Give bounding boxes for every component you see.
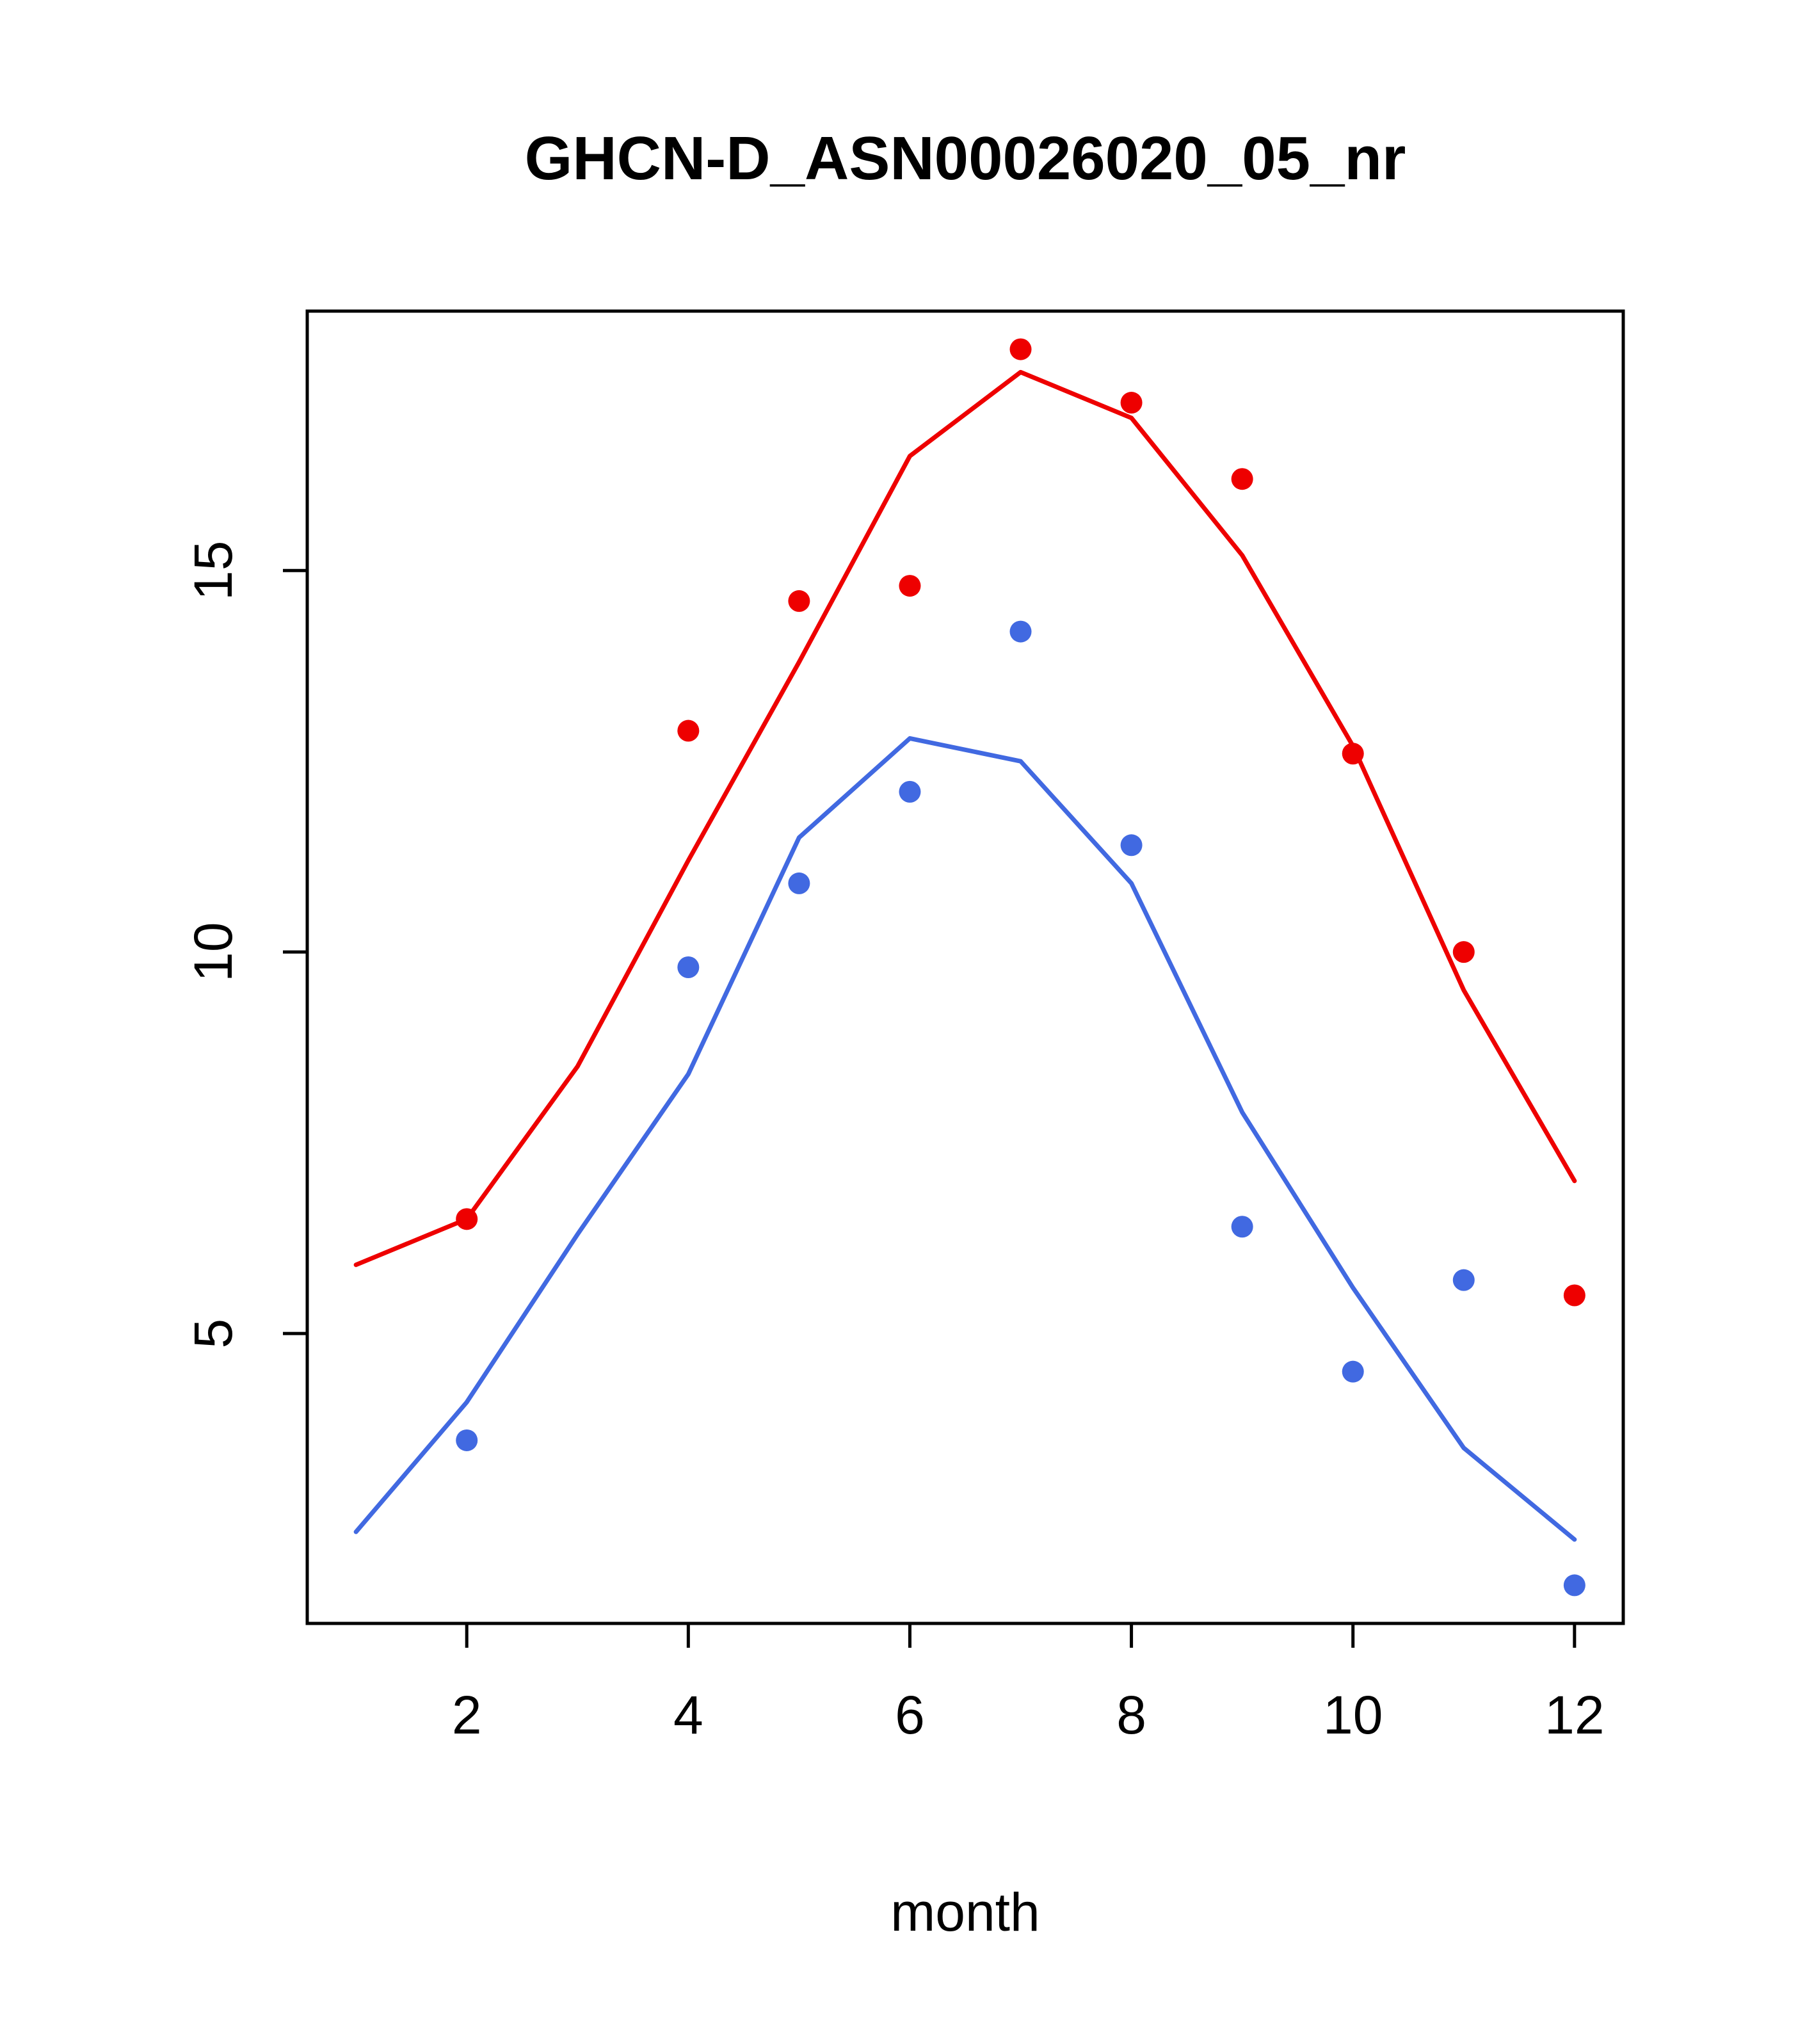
red-points-marker — [677, 720, 700, 742]
blue-line — [353, 736, 1577, 1542]
x-axis-tick-label: 2 — [452, 1685, 482, 1745]
blue-points-marker — [788, 872, 810, 894]
y-axis-tick-label: 15 — [183, 541, 243, 600]
red-points-marker — [899, 575, 921, 597]
plot-area: 2 4 6 8 10 12 5 10 15 — [183, 309, 1625, 1745]
x-axis-tick-label: 10 — [1323, 1685, 1383, 1745]
chart-title: GHCN-D_ASN00026020_05_nr — [525, 124, 1406, 193]
red-points-marker — [1563, 1284, 1585, 1307]
y-axis-tick-label: 5 — [183, 1319, 243, 1349]
plot-border — [305, 309, 1625, 1625]
red-points-marker — [1120, 392, 1143, 414]
red-points-marker — [1231, 468, 1253, 490]
x-axis-tick-label: 8 — [1116, 1685, 1146, 1745]
red-points-marker — [456, 1208, 478, 1230]
blue-points-marker — [456, 1429, 478, 1451]
red-points-marker — [788, 590, 810, 612]
red-points-marker — [1342, 743, 1364, 765]
x-axis-tick-label: 6 — [895, 1685, 925, 1745]
blue-points-marker — [1231, 1216, 1253, 1238]
blue-points-marker — [677, 956, 700, 978]
blue-points-marker — [1342, 1360, 1364, 1383]
red-points-marker — [1452, 941, 1475, 963]
blue-points-marker — [1563, 1574, 1585, 1597]
blue-points-marker — [1009, 620, 1032, 643]
blue-points-marker — [899, 780, 921, 803]
x-axis-tick-label: 4 — [673, 1685, 703, 1745]
blue-points-marker — [1452, 1269, 1475, 1291]
x-axis-label: month — [890, 1882, 1039, 1942]
blue-points-marker — [1120, 834, 1143, 857]
red-points-marker — [1009, 338, 1032, 360]
y-axis-tick-label: 10 — [183, 922, 243, 981]
red-line — [353, 369, 1577, 1267]
x-axis-tick-label: 12 — [1545, 1685, 1604, 1745]
